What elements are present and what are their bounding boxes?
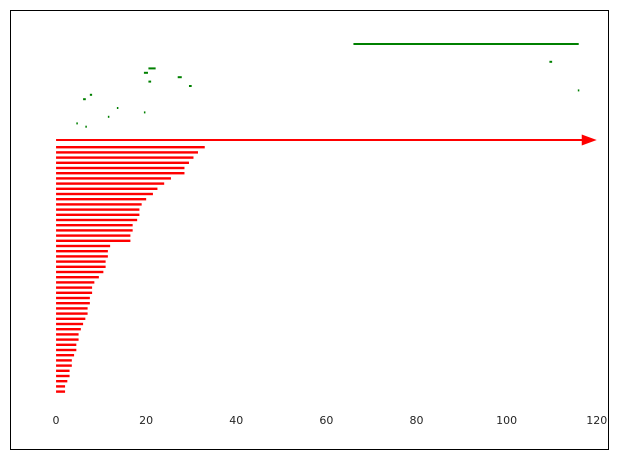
bar-39 (56, 348, 77, 352)
bar-26 (56, 281, 95, 284)
green-mark-2 (107, 115, 110, 118)
bar-3 (56, 161, 189, 164)
bar-33 (56, 317, 86, 320)
bar-16 (56, 229, 133, 232)
bar-27 (56, 286, 93, 289)
bar-35 (56, 328, 81, 331)
bar-13 (56, 213, 140, 216)
bar-43 (56, 369, 70, 372)
bar-19 (56, 244, 111, 248)
bar-37 (56, 338, 79, 341)
x-tick-label-120: 120 (586, 414, 607, 427)
green-mark-0 (76, 122, 78, 125)
bar-45 (56, 380, 68, 383)
arrow-head (581, 134, 597, 146)
bar-38 (56, 343, 77, 346)
x-tick-labels: 0 20 40 60 80 100 120 (53, 414, 608, 427)
bar-6 (56, 177, 171, 180)
bar-9 (56, 192, 153, 196)
bar-41 (56, 359, 72, 362)
bar-36 (56, 333, 79, 336)
green-mark-1 (85, 125, 87, 128)
arrow-layer (56, 134, 597, 146)
bar-34 (56, 322, 84, 326)
green-mark-5 (83, 98, 86, 101)
bar-23 (56, 265, 106, 268)
bar-24 (56, 270, 104, 274)
green-mark-12 (549, 60, 553, 63)
bar-18 (56, 239, 131, 242)
green-mark-10 (177, 76, 182, 79)
bar-28 (56, 291, 93, 294)
x-tick-label-0: 0 (53, 414, 60, 427)
bar-0 (56, 146, 205, 149)
bar-20 (56, 250, 108, 253)
bar-14 (56, 218, 138, 222)
green-mark-3 (116, 107, 119, 109)
green-mark-9 (148, 67, 156, 70)
green-mark-13 (577, 89, 580, 92)
bar-11 (56, 203, 142, 206)
bar-25 (56, 276, 99, 279)
green-marks-layer (76, 43, 580, 128)
x-tick-label-20: 20 (139, 414, 153, 427)
bars-layer (56, 146, 205, 393)
bar-22 (56, 260, 106, 263)
bar-17 (56, 234, 131, 237)
green-mark-6 (89, 93, 93, 96)
bar-29 (56, 296, 90, 300)
bar-15 (56, 224, 133, 227)
x-tick-label-80: 80 (410, 414, 424, 427)
green-mark-8 (143, 71, 148, 74)
bar-42 (56, 364, 72, 367)
x-tick-label-60: 60 (319, 414, 333, 427)
x-tick-label-40: 40 (229, 414, 243, 427)
bar-2 (56, 156, 194, 159)
bar-21 (56, 255, 108, 258)
x-tick-label-100: 100 (496, 414, 517, 427)
green-mark-7 (148, 80, 152, 83)
bar-8 (56, 187, 158, 190)
bar-32 (56, 312, 88, 315)
bar-40 (56, 354, 75, 357)
bar-7 (56, 182, 165, 185)
bar-12 (56, 208, 140, 211)
bar-5 (56, 172, 185, 175)
bar-10 (56, 198, 147, 201)
bar-1 (56, 151, 198, 154)
green-mark-11 (188, 85, 192, 87)
bar-46 (56, 385, 66, 388)
green-mark-4 (143, 111, 146, 114)
bar-31 (56, 307, 88, 310)
bar-4 (56, 166, 185, 170)
bar-44 (56, 374, 70, 378)
bar-47 (56, 390, 66, 393)
bar-30 (56, 302, 90, 305)
